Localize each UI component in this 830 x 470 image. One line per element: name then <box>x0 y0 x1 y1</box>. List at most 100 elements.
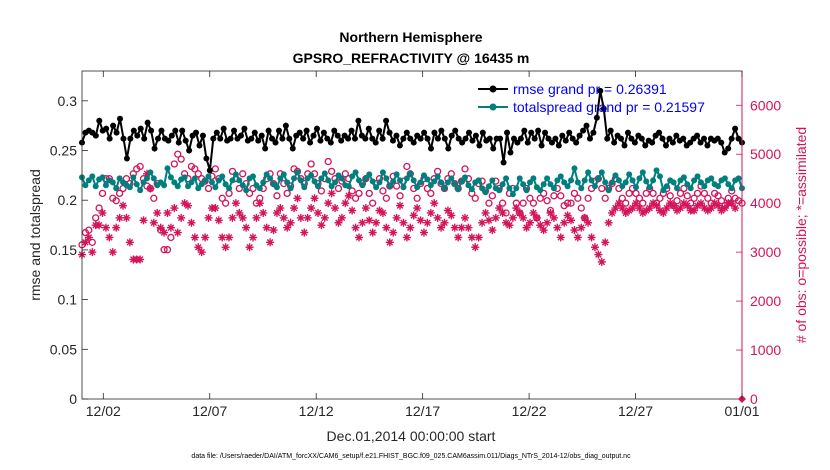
y-tick-label-right: 1000 <box>750 342 781 358</box>
rmse-point <box>117 115 124 122</box>
rmse-point <box>345 135 352 142</box>
obs-assimilated-point <box>662 204 671 213</box>
rmse-point <box>424 135 431 142</box>
rmse-point <box>642 142 649 149</box>
rmse-point <box>106 135 113 142</box>
totalspread-point <box>489 177 496 184</box>
totalspread-point <box>328 183 335 190</box>
obs-assimilated-point <box>690 206 699 215</box>
x-tick-label: 12/02 <box>86 403 121 419</box>
obs-possible-point <box>228 167 237 176</box>
obs-assimilated-point <box>313 208 322 217</box>
totalspread-point <box>537 187 544 194</box>
obs-assimilated-point <box>225 233 234 242</box>
totalspread-point <box>506 185 513 192</box>
totalspread-point <box>721 175 728 182</box>
rmse-point <box>282 122 289 129</box>
rmse-point <box>535 127 542 134</box>
totalspread-point <box>612 172 619 179</box>
obs-assimilated-point <box>351 223 360 232</box>
rmse-point <box>524 139 531 146</box>
obs-assimilated-point <box>447 211 456 220</box>
rmse-point <box>517 135 524 142</box>
obs-assimilated-point <box>122 213 131 222</box>
obs-assimilated-point <box>696 199 705 208</box>
totalspread-point <box>294 169 301 176</box>
obs-assimilated-point <box>231 199 240 208</box>
x-tick-label: 12/07 <box>192 403 227 419</box>
legend-rmse-marker <box>489 85 497 93</box>
totalspread-point <box>708 175 715 182</box>
rmse-point <box>279 135 286 142</box>
obs-assimilated-point <box>170 204 179 213</box>
totalspread-point <box>325 177 332 184</box>
obs-assimilated-point <box>266 238 275 247</box>
obs-assimilated-point <box>505 221 514 230</box>
obs-assimilated-point <box>119 201 128 210</box>
obs-possible-point <box>618 194 626 202</box>
totalspread-point <box>239 182 246 189</box>
obs-possible-point <box>676 189 685 198</box>
rmse-point <box>355 117 362 124</box>
rmse-point <box>725 145 732 152</box>
totalspread-point <box>273 184 280 191</box>
rmse-point <box>137 125 144 132</box>
obs-assimilated-point <box>426 208 435 217</box>
obs-possible-point <box>146 184 155 193</box>
rmse-point <box>155 135 162 142</box>
totalspread-point <box>164 165 171 172</box>
obs-assimilated-point <box>590 243 599 252</box>
totalspread-point <box>109 179 116 186</box>
obs-possible-point <box>95 204 103 212</box>
obs-assimilated-point <box>238 213 247 222</box>
totalspread-point <box>509 191 516 198</box>
obs-possible-point <box>724 194 732 202</box>
obs-assimilated-point <box>440 218 449 227</box>
totalspread-point <box>660 187 667 194</box>
totalspread-point <box>513 185 520 192</box>
obs-assimilated-point <box>303 213 312 222</box>
totalspread-point <box>191 175 198 182</box>
rmse-point <box>403 129 410 136</box>
totalspread-point <box>581 177 588 184</box>
rmse-point <box>338 137 345 144</box>
rmse-point <box>555 142 562 149</box>
totalspread-point <box>147 169 154 176</box>
totalspread-point <box>338 175 345 182</box>
totalspread-point <box>656 173 663 180</box>
rmse-point <box>597 87 604 94</box>
rmse-point <box>265 127 272 134</box>
totalspread-point <box>547 181 554 188</box>
rmse-point <box>694 132 701 139</box>
totalspread-point <box>222 181 229 188</box>
totalspread-point <box>260 179 267 186</box>
totalspread-point <box>636 175 643 182</box>
totalspread-point <box>434 173 441 180</box>
obs-possible-point <box>519 199 527 207</box>
obs-assimilated-point <box>604 218 613 227</box>
rmse-point <box>165 137 172 144</box>
rmse-point <box>631 139 638 146</box>
chart-title-line1: Northern Hemisphere <box>339 29 482 45</box>
totalspread-point <box>308 172 315 179</box>
obs-possible-point <box>516 209 524 217</box>
obs-assimilated-point <box>433 213 442 222</box>
obs-possible-point <box>632 189 640 198</box>
obs-possible-point <box>221 199 230 207</box>
rmse-point <box>220 125 227 132</box>
rmse-point <box>479 129 486 136</box>
obs-assimilated-point <box>245 243 254 252</box>
totalspread-point <box>349 173 356 180</box>
rmse-point <box>262 145 269 152</box>
obs-assimilated-point <box>296 213 305 222</box>
rmse-point <box>389 137 396 144</box>
totalspread-point <box>407 170 414 177</box>
rmse-point <box>123 155 130 162</box>
obs-possible-point <box>369 199 377 207</box>
totalspread-point <box>314 183 321 190</box>
rmse-point <box>721 149 728 156</box>
totalspread-point <box>619 183 626 190</box>
obs-possible-point <box>693 189 702 198</box>
obs-assimilated-point <box>136 255 145 264</box>
obs-assimilated-point <box>166 223 175 232</box>
